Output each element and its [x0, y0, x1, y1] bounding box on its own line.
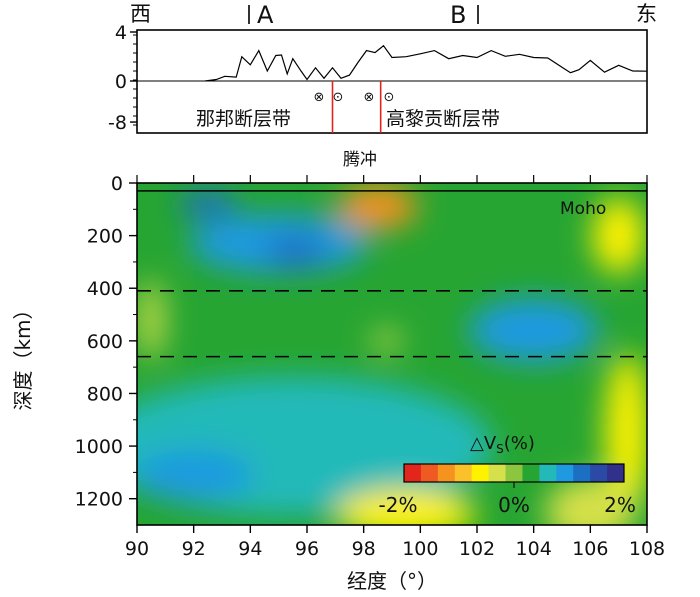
heatmap-frame — [136, 182, 648, 526]
colorbar-cell — [590, 464, 608, 482]
colorbar-title: △VS(%) — [470, 433, 535, 456]
y-tick-label: 600 — [87, 331, 123, 353]
label-west: 西 — [130, 2, 151, 26]
fast-velocity-anomaly — [177, 190, 238, 219]
colorbar-cell — [522, 464, 540, 482]
y-tick-label: 800 — [87, 383, 123, 405]
fault-symbol-2: ⊙ — [333, 90, 344, 105]
y-tick-label: 1200 — [75, 489, 123, 511]
x-tick-label: 98 — [352, 538, 376, 560]
y-axis-label: 深度（km） — [11, 299, 35, 410]
topography-y-ticks: 4 0 -8 — [108, 22, 137, 134]
colorbar: △VS(%) -2% 0% 2% — [379, 433, 636, 517]
place-label: 腾冲 — [343, 150, 377, 170]
fast-velocity-anomaly — [468, 298, 599, 363]
colorbar-cell — [404, 464, 422, 482]
discontinuity-lines — [137, 290, 647, 358]
x-tick-label: 104 — [516, 538, 552, 560]
x-tick-label: 106 — [572, 538, 608, 560]
slow-velocity-anomaly — [336, 489, 477, 525]
slow-velocity-anomaly — [372, 330, 401, 351]
fast-velocity-anomaly — [137, 450, 254, 501]
slow-velocity-anomaly — [337, 184, 418, 229]
fast-velocity-anomaly — [265, 235, 326, 268]
topography-y-tick-label: -8 — [108, 112, 127, 134]
fault-label-right: 高黎贡断层带 — [386, 108, 500, 130]
tomography-panel: Moho 90 92 94 96 98 100 102 104 106 108 0 200 400 60… — [11, 173, 665, 593]
fault-symbol-4: ⊙ — [384, 90, 395, 105]
colorbar-cell — [437, 464, 456, 482]
colorbar-cell — [573, 464, 591, 482]
fault-label-left: 那邦断层带 — [196, 108, 291, 130]
slow-velocity-anomaly — [545, 476, 636, 525]
x-tick-label: 94 — [238, 538, 262, 560]
colorbar-cell — [454, 464, 473, 482]
colorbar-cell — [505, 464, 523, 482]
x-tick-label: 96 — [295, 538, 319, 560]
y-tick-label: 400 — [87, 278, 123, 300]
fault-symbol-1: ⊗ — [314, 90, 325, 105]
fault-symbol-3: ⊗ — [364, 90, 375, 105]
moho-label: Moho — [560, 199, 606, 219]
colorbar-tick-zero: 0% — [498, 493, 530, 517]
colorbar-tick-pos: 2% — [604, 493, 636, 517]
slow-velocity-anomaly — [592, 197, 645, 274]
colorbar-cells — [404, 464, 625, 482]
colorbar-cell — [556, 464, 574, 482]
label-b: B — [450, 1, 466, 29]
x-axis-label: 经度（°） — [347, 569, 437, 593]
colorbar-cell — [420, 464, 439, 482]
colorbar-cell — [607, 464, 625, 482]
x-axis: 90 92 94 96 98 100 102 104 106 108 — [125, 175, 665, 560]
colorbar-tick-neg: -2% — [379, 493, 418, 517]
slow-velocity-anomaly — [139, 279, 164, 360]
x-tick-label: 108 — [629, 538, 665, 560]
topography-line — [204, 44, 648, 82]
x-tick-label: 92 — [182, 538, 206, 560]
y-axis: 0 200 400 600 800 1000 1200 — [75, 173, 137, 511]
topography-y-tick-label: 4 — [115, 22, 127, 44]
x-tick-label: 100 — [402, 538, 438, 560]
colorbar-cell — [471, 464, 490, 482]
topography-y-tick-label: 0 — [115, 71, 127, 93]
velocity-anomalies — [137, 184, 647, 525]
topography-panel: 4 0 -8 ⊗ ⊙ ⊗ ⊙ 那邦断层带 高黎贡断层带 西 东 A B 腾冲 — [108, 1, 657, 170]
colorbar-title-unit: (%) — [504, 433, 535, 454]
x-tick-label: 90 — [125, 538, 149, 560]
y-tick-label: 1000 — [75, 436, 123, 458]
colorbar-cell — [488, 464, 507, 482]
label-east: 东 — [636, 2, 657, 26]
colorbar-title-sub: S — [496, 442, 504, 456]
x-tick-label: 102 — [459, 538, 495, 560]
y-tick-label: 200 — [87, 226, 123, 248]
y-tick-label: 0 — [111, 173, 123, 195]
label-a: A — [257, 1, 274, 29]
colorbar-cell — [539, 464, 557, 482]
